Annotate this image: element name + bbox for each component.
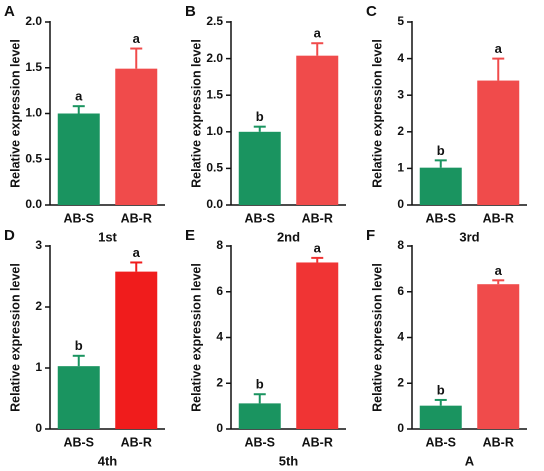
panel-label: C [366,3,377,20]
y-tick-label: 2 [397,124,404,138]
x-tick-label: AB-S [425,211,456,225]
x-tick-label: AB-S [63,435,94,449]
x-tick-label: AB-R [483,435,514,449]
significance-letter: a [495,41,503,56]
y-tick-label: 0.5 [206,161,223,175]
x-tick-label: AB-S [425,435,456,449]
y-tick-label: 0.0 [25,197,42,211]
y-axis-label: Relative expression level [8,39,22,188]
panel-label: D [4,227,15,244]
y-tick-label: 8 [397,238,404,252]
y-tick-label: 4 [397,330,404,344]
bar [238,403,281,429]
y-tick-label: 0 [397,421,404,435]
y-tick-label: 3 [397,87,404,101]
panel-label: F [366,227,375,244]
bar [115,68,158,205]
significance-letter: b [437,382,445,397]
bar [57,113,100,205]
y-tick-label: 0 [216,421,223,435]
y-axis-label: Relative expression level [189,39,203,188]
y-tick-label: 1.5 [206,87,223,101]
bar [296,262,339,429]
significance-letter: a [75,89,83,104]
x-tick-label: AB-R [121,435,152,449]
y-tick-label: 1.5 [25,60,42,74]
chart-title: 3rd [459,229,479,244]
y-tick-label: 1 [35,360,42,374]
x-tick-label: AB-S [244,435,275,449]
y-tick-label: 0.0 [206,197,223,211]
y-tick-label: 0.5 [25,151,42,165]
y-tick-label: 1.0 [206,124,223,138]
panel-label: E [185,227,195,244]
significance-letter: a [133,31,141,46]
y-tick-label: 6 [397,284,404,298]
y-tick-label: 1.0 [25,106,42,120]
bar [296,55,339,206]
chart-title: 1st [98,229,117,244]
y-tick-label: 2.0 [25,14,42,28]
y-tick-label: 2.0 [206,51,223,65]
y-tick-label: 4 [397,51,404,65]
x-tick-label: AB-R [302,435,333,449]
x-tick-label: AB-R [302,211,333,225]
panel-label: A [4,3,15,20]
chart-title: A [465,453,475,468]
y-tick-label: 0 [397,197,404,211]
y-tick-label: 6 [216,284,223,298]
chart-title: 5th [279,453,299,468]
bar [477,284,520,429]
x-tick-label: AB-S [244,211,275,225]
bar [477,80,520,205]
chart-title: 2nd [277,229,300,244]
bar [238,131,281,205]
x-tick-label: AB-S [63,211,94,225]
y-tick-label: 2 [397,375,404,389]
x-tick-label: AB-R [121,211,152,225]
significance-letter: a [314,240,322,255]
y-tick-label: 1 [397,161,404,175]
panel-label: B [185,3,196,20]
significance-letter: a [314,26,322,41]
significance-letter: b [256,377,264,392]
y-tick-label: 5 [397,14,404,28]
y-axis-label: Relative expression level [370,263,384,412]
x-tick-label: AB-R [483,211,514,225]
bar [57,366,100,429]
y-axis-label: Relative expression level [370,39,384,188]
bar [419,405,462,429]
y-tick-label: 2 [216,375,223,389]
y-tick-label: 8 [216,238,223,252]
y-tick-label: 3 [35,238,42,252]
bar [115,271,158,429]
significance-letter: a [133,245,141,260]
significance-letter: b [256,109,264,124]
significance-letter: b [75,338,83,353]
bar [419,167,462,205]
y-tick-label: 2.5 [206,14,223,28]
y-tick-label: 0 [35,421,42,435]
chart-title: 4th [98,453,118,468]
significance-letter: b [437,143,445,158]
y-tick-label: 4 [216,330,223,344]
significance-letter: a [495,263,503,278]
y-axis-label: Relative expression level [8,263,22,412]
y-axis-label: Relative expression level [189,263,203,412]
y-tick-label: 2 [35,299,42,313]
